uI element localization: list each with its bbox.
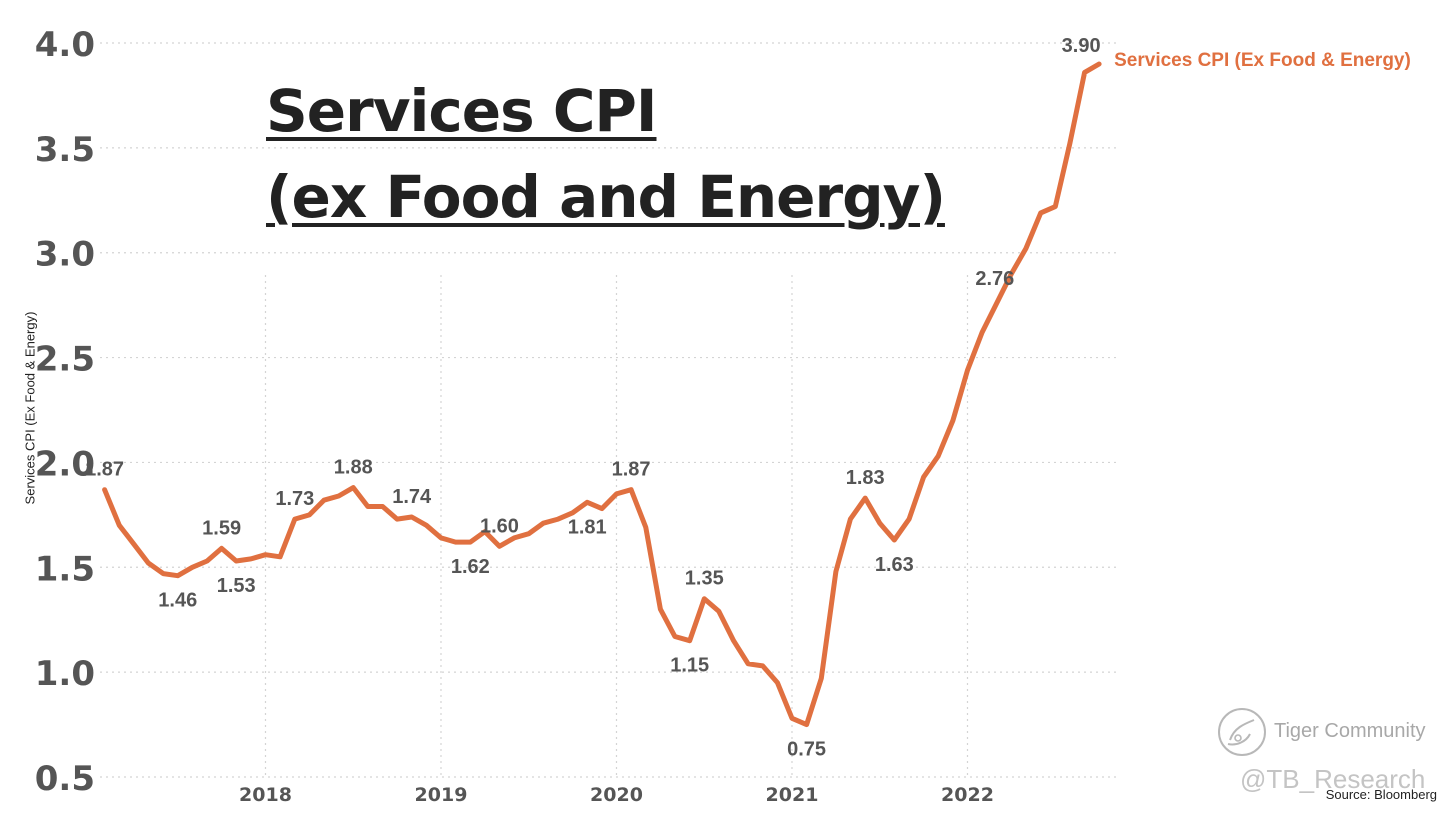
watermark: Tiger Community @TB_Research bbox=[1216, 706, 1446, 806]
chart-title-line-1: Services CPI bbox=[266, 77, 657, 145]
data-label: 1.81 bbox=[568, 516, 607, 538]
y-tick-label: 1.5 bbox=[35, 549, 95, 589]
chart-title-line-2: (ex Food and Energy) bbox=[266, 163, 946, 231]
data-label: 1.62 bbox=[451, 556, 490, 578]
x-tick-label: 2021 bbox=[766, 784, 819, 806]
y-tick-label: 2.5 bbox=[35, 340, 95, 380]
data-label: 1.59 bbox=[202, 517, 241, 539]
data-label: 1.15 bbox=[670, 655, 709, 677]
y-tick-label: 1.0 bbox=[35, 654, 95, 694]
data-label: 1.88 bbox=[334, 457, 373, 479]
x-axis: 2018 2019 2020 2021 2022 bbox=[239, 784, 994, 806]
data-label: 1.83 bbox=[846, 467, 885, 489]
y-tick-label: 0.5 bbox=[35, 759, 95, 799]
y-tick-label: 4.0 bbox=[35, 25, 95, 65]
data-label: 1.73 bbox=[275, 488, 314, 510]
data-label: 3.90 bbox=[1062, 35, 1101, 57]
x-tick-label: 2018 bbox=[239, 784, 292, 806]
y-axis: 0.5 1.0 1.5 2.0 2.5 3.0 3.5 4.0 bbox=[35, 25, 95, 799]
x-tick-label: 2020 bbox=[590, 784, 643, 806]
data-label: 2.76 bbox=[975, 268, 1014, 290]
grid-layer bbox=[100, 42, 1120, 778]
watermark-brand: Tiger Community bbox=[1274, 720, 1426, 742]
tiger-logo-icon bbox=[1218, 708, 1266, 756]
y-tick-label: 3.0 bbox=[35, 235, 95, 275]
series-layer: Services CPI (Ex Food & Energy) bbox=[102, 50, 1411, 728]
data-label: 1.46 bbox=[158, 590, 197, 612]
data-label: 1.53 bbox=[217, 575, 256, 597]
data-label: 1.74 bbox=[392, 486, 432, 508]
source-note: Source: Bloomberg bbox=[1325, 787, 1437, 802]
chart-title: Services CPI (ex Food and Energy) bbox=[266, 68, 946, 240]
data-label: 0.75 bbox=[787, 739, 826, 761]
x-tick-label: 2022 bbox=[941, 784, 994, 806]
series-line bbox=[102, 61, 1102, 728]
data-label: 1.60 bbox=[480, 515, 519, 537]
data-label: 1.87 bbox=[85, 459, 124, 481]
y-tick-label: 3.5 bbox=[35, 130, 95, 170]
data-label: 1.35 bbox=[685, 568, 724, 590]
data-label: 1.87 bbox=[612, 459, 651, 481]
data-labels: 1.87 1.46 1.59 1.53 1.73 1.88 1.74 1.62 1.60 1.81… bbox=[85, 35, 1100, 761]
data-label: 1.63 bbox=[875, 554, 914, 576]
series-end-label: Services CPI (Ex Food & Energy) bbox=[1114, 50, 1411, 71]
y-axis-label: Services CPI (Ex Food & Energy) bbox=[22, 311, 38, 505]
watermark-handle: @TB_Research bbox=[1240, 764, 1426, 794]
x-tick-label: 2019 bbox=[415, 784, 468, 806]
y-tick-label: 2.0 bbox=[35, 444, 95, 484]
